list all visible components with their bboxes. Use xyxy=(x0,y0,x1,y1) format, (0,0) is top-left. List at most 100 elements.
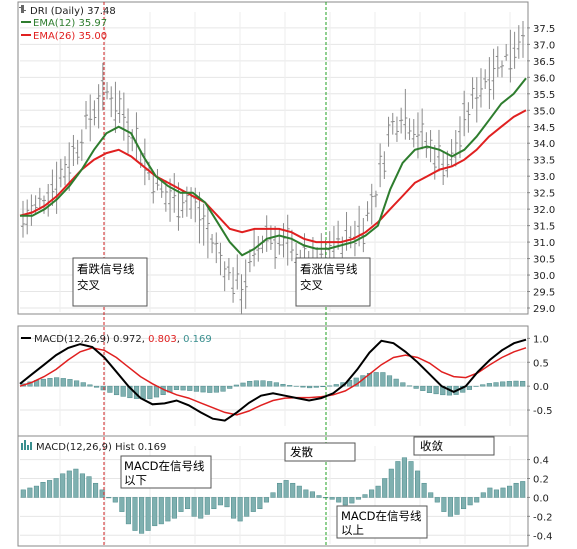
macd-overlay-bar xyxy=(54,377,60,387)
macd-overlay-bar xyxy=(193,385,200,392)
y-tick-label: 32.5 xyxy=(533,189,555,200)
hist-bar xyxy=(500,487,506,498)
macd-legend-label: MACD(12,26,9) xyxy=(34,334,110,345)
y-tick-label: 0.0 xyxy=(533,382,549,393)
hist-bar xyxy=(204,497,210,515)
hist-bar xyxy=(388,468,394,498)
hist-bar xyxy=(349,497,355,504)
price-bar xyxy=(92,100,97,126)
macd-overlay-bar xyxy=(87,384,93,387)
price-bar xyxy=(25,199,30,235)
macd-overlay-bar xyxy=(520,380,526,387)
hist-bar xyxy=(198,497,204,519)
macd-overlay-bar xyxy=(386,375,393,387)
price-bar xyxy=(495,46,500,78)
signal-legend-value: 0.803 xyxy=(148,334,177,345)
y-tick-label: 34.0 xyxy=(533,139,555,150)
price-bar xyxy=(365,201,370,222)
price-bar xyxy=(184,186,189,217)
hist-bar xyxy=(119,497,125,512)
price-bar xyxy=(424,132,429,158)
annotation-convergence-text: 收敛 xyxy=(420,439,443,453)
y-tick-label: 33.5 xyxy=(533,156,555,167)
hist-bar xyxy=(250,497,256,512)
hist-bar xyxy=(237,497,243,522)
price-bar xyxy=(462,90,467,137)
macd-overlay-bar xyxy=(207,385,213,393)
svg-text:MACD(12,26,9) 0.972, 0.803, 0.: MACD(12,26,9) 0.972, 0.803, 0.169 xyxy=(34,334,212,345)
macd-overlay-bar xyxy=(47,378,53,387)
hist-bar xyxy=(474,497,480,503)
hist-bar xyxy=(224,497,230,508)
hist-bar xyxy=(382,478,388,498)
price-bar xyxy=(214,232,219,264)
macd-overlay-bar xyxy=(280,383,286,387)
y-tick-label: 29.5 xyxy=(533,288,555,299)
price-bar xyxy=(474,77,479,123)
price-bar xyxy=(386,116,391,147)
price-bar xyxy=(411,119,416,148)
y-tick-label: 0.2 xyxy=(533,474,549,485)
price-bar xyxy=(273,226,278,269)
hist-bar xyxy=(165,497,171,522)
price-bar xyxy=(113,81,118,133)
annotation-bullish-cross: 看涨信号线 交叉 xyxy=(295,257,371,307)
hist-bar xyxy=(454,497,460,515)
y-tick-label: 35.0 xyxy=(533,106,555,117)
hist-bar xyxy=(152,497,158,527)
macd-overlay-bar xyxy=(346,380,353,387)
macd-overlay-bar xyxy=(200,385,206,393)
macd-overlay-histogram xyxy=(20,372,526,400)
macd-line xyxy=(19,338,527,422)
macd-overlay-bar xyxy=(60,378,66,387)
annotation-bearish-cross: 看跌信号线 交叉 xyxy=(72,257,148,307)
price-bar xyxy=(403,88,408,140)
price-bar xyxy=(453,130,458,167)
macd-overlay-bar xyxy=(153,385,160,398)
hist-bar xyxy=(487,487,493,498)
macd-overlay-bar xyxy=(240,382,246,387)
hist-bar xyxy=(244,497,250,517)
y-tick-label: 30.5 xyxy=(533,255,555,266)
macd-overlay-bar xyxy=(140,385,146,400)
hist-bar xyxy=(231,497,237,519)
hist-bar xyxy=(178,497,184,512)
price-bar xyxy=(155,168,160,191)
macd-overlay-bar xyxy=(420,385,426,391)
price-bar xyxy=(504,43,509,61)
y-tick-label: 31.5 xyxy=(533,222,555,233)
hist-bar xyxy=(362,494,368,498)
macd-overlay-bar xyxy=(233,384,239,387)
annotation-above-line2: 以上 xyxy=(341,523,364,537)
ema26-legend-value: 35.00 xyxy=(79,31,108,42)
hist-bar xyxy=(513,482,519,498)
price-bar xyxy=(512,31,517,69)
price-bar xyxy=(210,233,215,254)
y-tick-label: -0.4 xyxy=(533,531,553,542)
macd-overlay-bar xyxy=(393,378,399,387)
macd-legend: MACD(12,26,9) 0.972, 0.803, 0.169 xyxy=(21,334,212,345)
hist-legend-value-top: 0.169 xyxy=(183,334,212,345)
annotation-macd-below: MACD在信号线 以下 xyxy=(120,455,212,489)
hist-bar xyxy=(309,491,315,498)
hist-bar xyxy=(145,497,151,531)
macd-overlay-bar xyxy=(287,385,293,387)
y-tick-label: -0.2 xyxy=(533,512,553,523)
price-bar xyxy=(21,200,25,238)
price-bar xyxy=(487,57,492,110)
ema12-legend-value: 35.97 xyxy=(79,18,108,29)
price-bar xyxy=(218,242,223,276)
price-bar xyxy=(499,60,504,78)
price-bar xyxy=(117,90,122,124)
hist-bar xyxy=(507,485,513,498)
hist-bar xyxy=(316,495,322,498)
macd-overlay-bar xyxy=(260,380,266,387)
svg-text:EMA(26) 35.00: EMA(26) 35.00 xyxy=(33,31,107,42)
hist-bar xyxy=(20,489,26,498)
annotation-below-line2: 以下 xyxy=(124,473,147,487)
price-bar xyxy=(264,215,269,252)
price-bar xyxy=(239,274,244,315)
macd-overlay-bar xyxy=(120,385,126,397)
hist-bar xyxy=(93,482,99,498)
hist-legend-label: MACD(12,26,9) Hist xyxy=(36,442,135,453)
